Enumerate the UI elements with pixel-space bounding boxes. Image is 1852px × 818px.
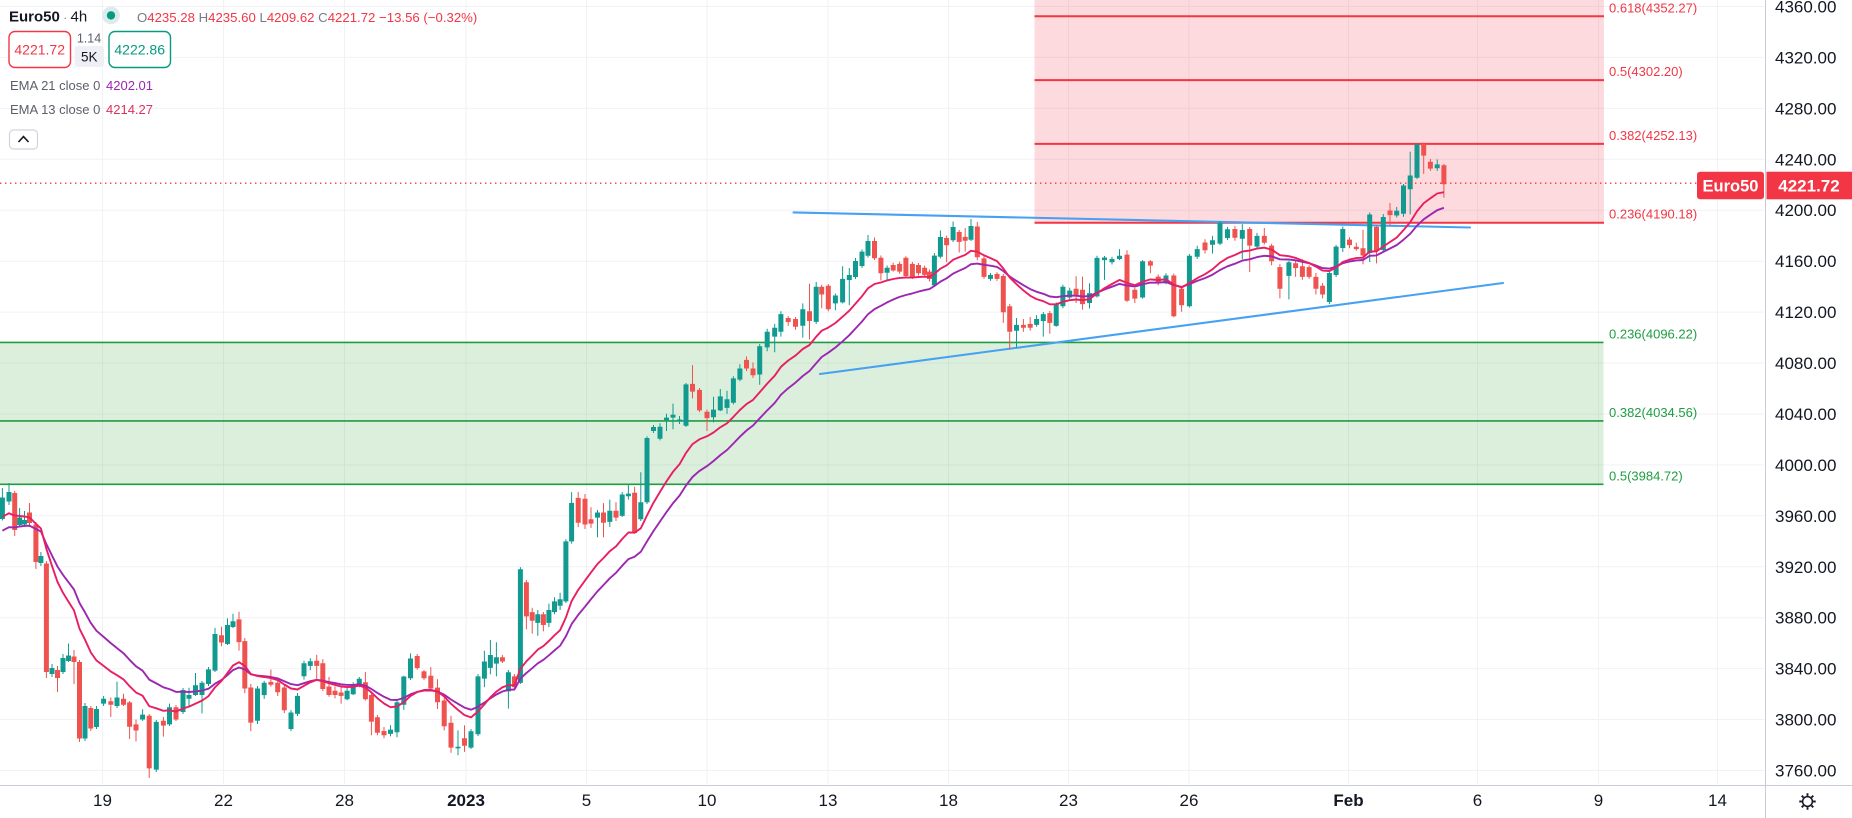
svg-text:EMA 21 close 0: EMA 21 close 0 [10, 78, 100, 93]
svg-text:6: 6 [1473, 791, 1482, 810]
svg-text:4080.00: 4080.00 [1775, 354, 1836, 373]
svg-text:1.14: 1.14 [77, 32, 101, 46]
svg-text:EMA 13 close 0: EMA 13 close 0 [10, 102, 100, 117]
svg-text:4120.00: 4120.00 [1775, 303, 1836, 322]
svg-text:3840.00: 3840.00 [1775, 660, 1836, 679]
svg-text:18: 18 [939, 791, 958, 810]
svg-text:9: 9 [1594, 791, 1603, 810]
svg-text:13: 13 [819, 791, 838, 810]
svg-text:0.382(4034.56): 0.382(4034.56) [1609, 405, 1697, 420]
svg-text:5K: 5K [81, 50, 98, 65]
svg-text:22: 22 [214, 791, 233, 810]
svg-text:0.382(4252.13): 0.382(4252.13) [1609, 128, 1697, 143]
svg-text:0.236(4096.22): 0.236(4096.22) [1609, 326, 1697, 341]
svg-text:0.5(4302.20): 0.5(4302.20) [1609, 64, 1683, 79]
svg-text:4221.72: 4221.72 [14, 42, 65, 58]
svg-text:3760.00: 3760.00 [1775, 762, 1836, 781]
svg-text:4202.01: 4202.01 [106, 78, 153, 93]
svg-text:0.236(4190.18): 0.236(4190.18) [1609, 207, 1697, 222]
svg-text:3880.00: 3880.00 [1775, 609, 1836, 628]
svg-text:4214.27: 4214.27 [106, 102, 153, 117]
svg-text:28: 28 [335, 791, 354, 810]
svg-text:14: 14 [1708, 791, 1727, 810]
svg-text:4320.00: 4320.00 [1775, 48, 1836, 67]
svg-text:4240.00: 4240.00 [1775, 150, 1836, 169]
svg-text:4200.00: 4200.00 [1775, 201, 1836, 220]
svg-text:10: 10 [698, 791, 717, 810]
svg-text:23: 23 [1059, 791, 1078, 810]
svg-text:4222.86: 4222.86 [114, 42, 165, 58]
svg-text:19: 19 [93, 791, 112, 810]
svg-text:26: 26 [1180, 791, 1199, 810]
svg-text:4160.00: 4160.00 [1775, 252, 1836, 271]
svg-text:4360.00: 4360.00 [1775, 0, 1836, 17]
svg-text:Euro50: Euro50 [1703, 178, 1759, 196]
svg-text:4280.00: 4280.00 [1775, 99, 1836, 118]
svg-text:5: 5 [582, 791, 591, 810]
svg-text:0.5(3984.72): 0.5(3984.72) [1609, 468, 1683, 483]
svg-text:4040.00: 4040.00 [1775, 405, 1836, 424]
svg-text:4221.72: 4221.72 [1778, 177, 1839, 196]
svg-text:3960.00: 3960.00 [1775, 507, 1836, 526]
svg-text:O4235.28 H4235.60 L4209.62 C42: O4235.28 H4235.60 L4209.62 C4221.72 −13.… [137, 10, 477, 25]
svg-text:4000.00: 4000.00 [1775, 456, 1836, 475]
svg-text:Feb: Feb [1333, 791, 1363, 810]
svg-text:3800.00: 3800.00 [1775, 711, 1836, 730]
svg-text:0.618(4352.27): 0.618(4352.27) [1609, 0, 1697, 15]
svg-text:2023: 2023 [447, 791, 485, 810]
svg-text:Euro50 · 4h: Euro50 · 4h [9, 9, 87, 26]
svg-text:3920.00: 3920.00 [1775, 558, 1836, 577]
